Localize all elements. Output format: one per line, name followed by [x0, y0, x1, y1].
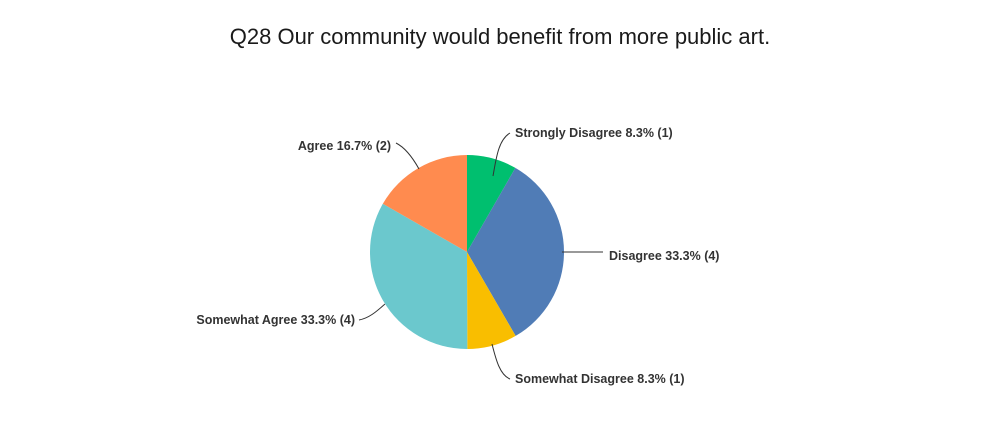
pie-slice-somewhat-agree — [369, 203, 468, 350]
slice-label-somewhat-disagree: Somewhat Disagree 8.3% (1) — [515, 372, 685, 386]
slices-layer — [369, 155, 565, 350]
leader-lines-layer — [358, 132, 603, 380]
leader-line-strongly-disagree — [492, 132, 511, 177]
pie-slice-agree — [382, 155, 467, 252]
pie-slice-strongly-disagree — [467, 155, 516, 252]
slice-label-disagree: Disagree 33.3% (4) — [609, 249, 719, 263]
pie-slice-somewhat-disagree — [467, 252, 516, 349]
slice-label-agree: Agree 16.7% (2) — [298, 139, 391, 153]
leader-line-agree — [395, 142, 420, 170]
labels-layer: Strongly Disagree 8.3% (1) Disagree 33.3%… — [196, 126, 719, 386]
slice-label-somewhat-agree: Somewhat Agree 33.3% (4) — [196, 313, 355, 327]
chart-title: Q28 Our community would benefit from mor… — [229, 24, 771, 49]
slice-label-strongly-disagree: Strongly Disagree 8.3% (1) — [515, 126, 673, 140]
pie-slice-disagree — [467, 167, 565, 336]
leader-line-somewhat-agree — [358, 303, 386, 321]
leader-line-somewhat-disagree — [491, 343, 511, 380]
